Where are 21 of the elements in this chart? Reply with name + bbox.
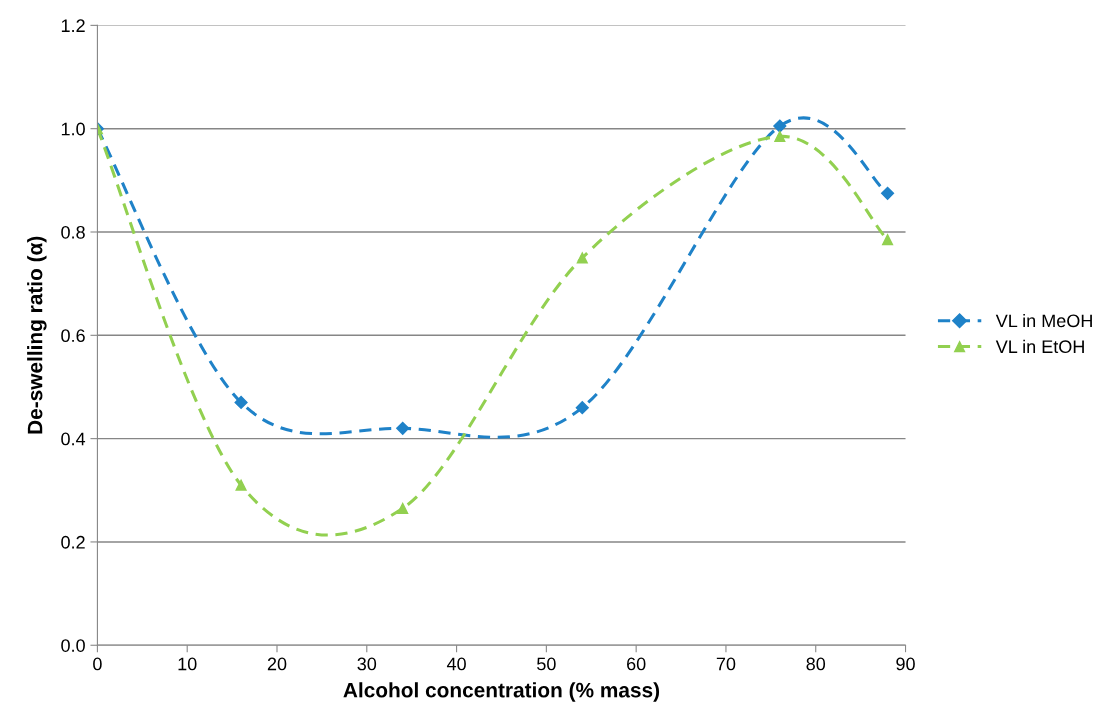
x-tick-label: 70 bbox=[716, 657, 736, 671]
x-tick-label: 40 bbox=[446, 657, 466, 671]
x-tick-label: 60 bbox=[627, 657, 646, 671]
x-tick-label: 0 bbox=[93, 657, 102, 671]
x-tick-label: 90 bbox=[896, 657, 915, 671]
legend-label: VL in MeOH bbox=[995, 313, 1092, 328]
legend-label: VL in EtOH bbox=[995, 339, 1084, 354]
x-tick-label: 30 bbox=[357, 657, 377, 671]
y-tick-label: 0.8 bbox=[61, 225, 85, 239]
x-tick-label: 80 bbox=[806, 657, 826, 671]
y-tick-label: 1.2 bbox=[61, 19, 85, 32]
y-tick-label: 0.4 bbox=[61, 432, 86, 446]
x-tick-label: 20 bbox=[267, 657, 287, 671]
x-axis-title: Alcohol concentration (% mass) bbox=[343, 682, 660, 702]
y-tick-label: 0.2 bbox=[61, 535, 85, 549]
x-tick-label: 10 bbox=[178, 657, 197, 671]
y-tick-label: 1.0 bbox=[61, 122, 85, 136]
y-tick-label: 0.6 bbox=[61, 329, 85, 343]
y-tick-label: 0.0 bbox=[61, 639, 85, 652]
x-tick-label: 50 bbox=[537, 657, 556, 671]
y-axis-title: De-swelling ratio (α) bbox=[27, 236, 47, 434]
